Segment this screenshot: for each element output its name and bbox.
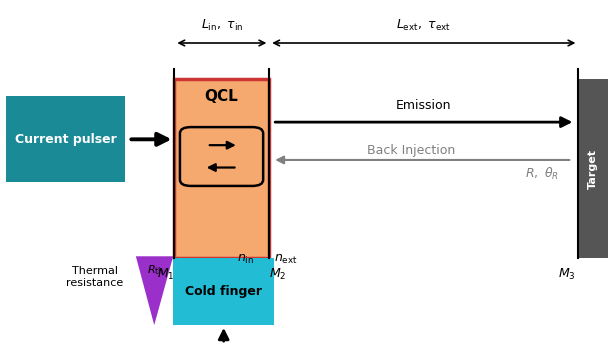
FancyBboxPatch shape — [578, 79, 608, 258]
Text: $L_\mathrm{in},\ \tau_\mathrm{in}$: $L_\mathrm{in},\ \tau_\mathrm{in}$ — [201, 18, 243, 33]
Text: $R,\ \theta_R$: $R,\ \theta_R$ — [524, 166, 559, 182]
Text: Current pulser: Current pulser — [15, 133, 117, 146]
Text: Back Injection: Back Injection — [367, 143, 456, 157]
Text: Target: Target — [588, 149, 598, 189]
Text: QCL: QCL — [204, 89, 239, 104]
Text: $n_\mathrm{in}$: $n_\mathrm{in}$ — [237, 253, 254, 266]
Text: $M_2$: $M_2$ — [269, 267, 286, 282]
Text: Emission: Emission — [396, 99, 452, 112]
Text: $n_\mathrm{ext}$: $n_\mathrm{ext}$ — [274, 253, 298, 266]
Text: $M_3$: $M_3$ — [558, 267, 575, 282]
Text: $R_\mathrm{th}$: $R_\mathrm{th}$ — [147, 263, 165, 277]
FancyBboxPatch shape — [6, 96, 125, 182]
Text: Thermal
resistance: Thermal resistance — [66, 266, 124, 288]
Polygon shape — [136, 256, 173, 325]
FancyBboxPatch shape — [173, 258, 274, 325]
Text: Cold finger: Cold finger — [185, 285, 262, 298]
Text: $M_1$: $M_1$ — [157, 267, 174, 282]
FancyBboxPatch shape — [174, 79, 269, 258]
Text: $L_\mathrm{ext},\ \tau_\mathrm{ext}$: $L_\mathrm{ext},\ \tau_\mathrm{ext}$ — [397, 18, 451, 33]
